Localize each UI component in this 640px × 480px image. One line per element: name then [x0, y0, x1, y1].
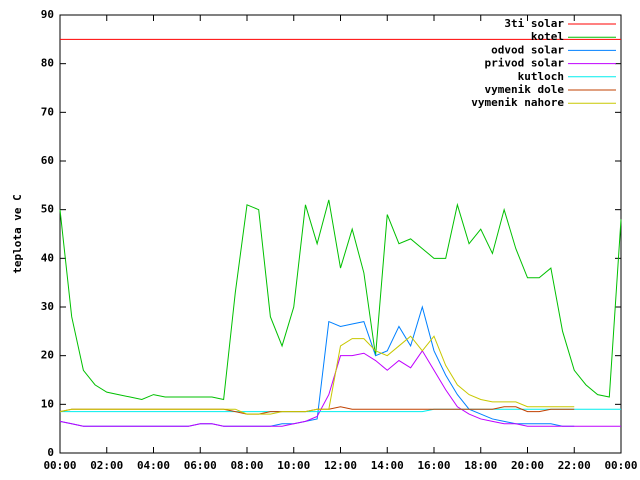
legend-label: 3ti solar [504, 17, 564, 30]
legend-label: kotel [531, 30, 564, 43]
y-tick-label: 20 [41, 349, 54, 362]
y-tick-label: 80 [41, 57, 54, 70]
series-line [60, 408, 621, 413]
x-tick-label: 06:00 [184, 459, 217, 472]
x-tick-label: 00:00 [604, 459, 637, 472]
x-tick-label: 16:00 [417, 459, 450, 472]
y-tick-label: 70 [41, 105, 54, 118]
legend-label: kutloch [518, 70, 564, 83]
y-tick-label: 0 [47, 446, 54, 459]
x-tick-label: 08:00 [230, 459, 263, 472]
y-tick-label: 50 [41, 203, 54, 216]
legend-label: vymenik nahore [471, 96, 564, 109]
series-line [59, 349, 621, 427]
y-tick-label: 10 [41, 397, 54, 410]
x-tick-label: 10:00 [277, 459, 310, 472]
legend-label: vymenik dole [485, 83, 565, 96]
x-tick-label: 00:00 [43, 459, 76, 472]
legend-label: privod solar [485, 57, 565, 70]
x-tick-label: 12:00 [324, 459, 357, 472]
legend-label: odvod solar [491, 43, 564, 56]
x-tick-label: 22:00 [558, 459, 591, 472]
y-tick-label: 60 [41, 154, 54, 167]
x-tick-label: 18:00 [464, 459, 497, 472]
x-tick-label: 14:00 [371, 459, 404, 472]
y-tick-label: 40 [41, 251, 54, 264]
series-line [59, 335, 575, 415]
x-tick-label: 20:00 [511, 459, 544, 472]
y-tick-label: 30 [41, 300, 54, 313]
y-axis-label: teplota ve C [11, 194, 24, 273]
series-line [59, 406, 575, 415]
series-line [59, 199, 622, 401]
y-tick-label: 90 [41, 8, 54, 21]
x-tick-label: 02:00 [90, 459, 123, 472]
x-tick-label: 04:00 [137, 459, 170, 472]
